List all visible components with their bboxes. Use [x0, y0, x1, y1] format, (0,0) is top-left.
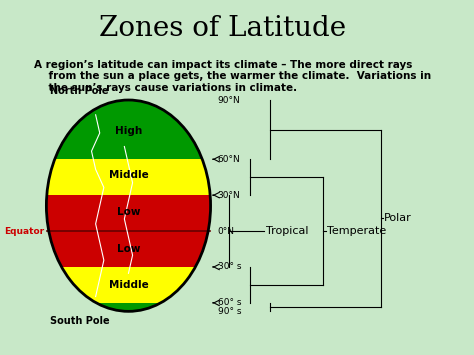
Ellipse shape: [46, 100, 210, 311]
Bar: [46, 100, 210, 159]
Text: 90°N: 90°N: [218, 95, 240, 104]
Ellipse shape: [46, 100, 210, 311]
Text: 60°N: 60°N: [218, 155, 240, 164]
Text: Low: Low: [117, 207, 140, 218]
Text: High: High: [115, 126, 142, 136]
Text: Middle: Middle: [109, 170, 148, 180]
Bar: [46, 195, 210, 231]
Text: Zones of Latitude: Zones of Latitude: [100, 16, 346, 43]
Text: Middle: Middle: [109, 280, 148, 290]
Text: 60° s: 60° s: [218, 299, 241, 307]
Bar: [46, 303, 210, 311]
Text: Low: Low: [117, 244, 140, 254]
Text: 0°N: 0°N: [218, 226, 235, 235]
Text: North Pole: North Pole: [50, 86, 109, 96]
Text: Polar: Polar: [384, 213, 412, 223]
Text: Tropical: Tropical: [266, 226, 309, 236]
Text: 30° s: 30° s: [218, 262, 241, 272]
Ellipse shape: [46, 100, 210, 311]
Bar: [46, 267, 210, 303]
Bar: [46, 231, 210, 267]
Text: South Pole: South Pole: [50, 316, 110, 326]
Ellipse shape: [46, 100, 210, 311]
Ellipse shape: [46, 100, 210, 311]
Text: A region’s latitude can impact its climate – The more direct rays
    from the s: A region’s latitude can impact its clima…: [34, 60, 431, 93]
Text: 90° s: 90° s: [218, 307, 241, 316]
Ellipse shape: [46, 100, 210, 311]
Bar: [46, 159, 210, 195]
Text: Equator: Equator: [4, 226, 45, 235]
Text: 30°N: 30°N: [218, 191, 240, 200]
Ellipse shape: [46, 100, 210, 311]
Text: Temperate: Temperate: [327, 226, 386, 236]
Ellipse shape: [46, 100, 210, 311]
